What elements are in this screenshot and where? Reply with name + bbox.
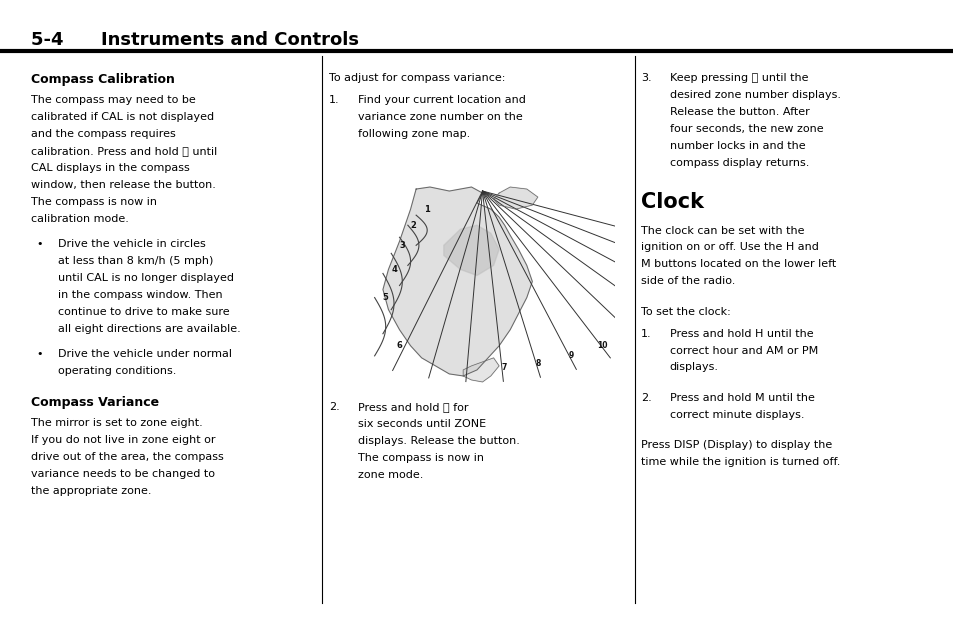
Text: If you do not live in zone eight or: If you do not live in zone eight or <box>31 435 215 445</box>
Text: continue to drive to make sure: continue to drive to make sure <box>58 307 230 316</box>
Text: Press and hold ⏻ for: Press and hold ⏻ for <box>357 402 468 412</box>
Text: Release the button. After: Release the button. After <box>669 107 808 117</box>
Text: six seconds until ZONE: six seconds until ZONE <box>357 419 485 429</box>
Text: The compass is now in: The compass is now in <box>31 197 157 207</box>
Text: drive out of the area, the compass: drive out of the area, the compass <box>31 452 224 462</box>
Text: desired zone number displays.: desired zone number displays. <box>669 90 840 100</box>
Text: and the compass requires: and the compass requires <box>31 129 176 139</box>
Text: side of the radio.: side of the radio. <box>640 276 735 286</box>
Text: 5-4      Instruments and Controls: 5-4 Instruments and Controls <box>31 31 359 48</box>
Text: Drive the vehicle in circles: Drive the vehicle in circles <box>58 239 206 249</box>
Text: M buttons located on the lower left: M buttons located on the lower left <box>640 259 836 269</box>
Text: time while the ignition is turned off.: time while the ignition is turned off. <box>640 457 840 467</box>
Text: The compass may need to be: The compass may need to be <box>31 95 196 105</box>
Text: following zone map.: following zone map. <box>357 129 470 139</box>
Text: correct minute displays.: correct minute displays. <box>669 410 803 420</box>
Text: Find your current location and: Find your current location and <box>357 95 525 105</box>
Text: calibration mode.: calibration mode. <box>31 214 130 224</box>
Text: operating conditions.: operating conditions. <box>58 366 176 376</box>
Text: The clock can be set with the: The clock can be set with the <box>640 225 803 235</box>
Text: window, then release the button.: window, then release the button. <box>31 180 216 190</box>
Text: Press DISP (Display) to display the: Press DISP (Display) to display the <box>640 440 831 450</box>
Text: CAL displays in the compass: CAL displays in the compass <box>31 163 190 173</box>
Text: correct hour and AM or PM: correct hour and AM or PM <box>669 346 817 355</box>
Text: variance needs to be changed to: variance needs to be changed to <box>31 469 215 479</box>
Text: 6: 6 <box>396 341 402 350</box>
Text: Drive the vehicle under normal: Drive the vehicle under normal <box>58 349 232 359</box>
Text: in the compass window. Then: in the compass window. Then <box>58 290 223 300</box>
Text: Press and hold M until the: Press and hold M until the <box>669 393 814 403</box>
Text: 3: 3 <box>399 241 405 250</box>
Text: Clock: Clock <box>640 191 703 212</box>
Text: until CAL is no longer displayed: until CAL is no longer displayed <box>58 273 233 283</box>
Text: 2.: 2. <box>329 402 339 412</box>
Text: displays.: displays. <box>669 362 718 373</box>
Text: 2.: 2. <box>640 393 651 403</box>
Text: Keep pressing ⏻ until the: Keep pressing ⏻ until the <box>669 73 807 84</box>
Text: at less than 8 km/h (5 mph): at less than 8 km/h (5 mph) <box>58 256 213 266</box>
Text: 7: 7 <box>500 363 506 372</box>
Text: calibrated if CAL is not displayed: calibrated if CAL is not displayed <box>31 112 214 122</box>
Text: 9: 9 <box>568 352 573 360</box>
Text: The mirror is set to zone eight.: The mirror is set to zone eight. <box>31 419 203 428</box>
Text: Press and hold H until the: Press and hold H until the <box>669 329 813 339</box>
Text: variance zone number on the: variance zone number on the <box>357 112 522 122</box>
Text: displays. Release the button.: displays. Release the button. <box>357 436 519 446</box>
Text: 1.: 1. <box>329 95 339 105</box>
Text: •: • <box>36 349 43 359</box>
Text: 10: 10 <box>596 341 606 350</box>
Text: 4: 4 <box>391 265 396 274</box>
Text: Compass Variance: Compass Variance <box>31 396 159 410</box>
Text: number locks in and the: number locks in and the <box>669 141 804 151</box>
Polygon shape <box>463 358 498 382</box>
Text: 2: 2 <box>410 221 416 230</box>
Text: The compass is now in: The compass is now in <box>357 453 483 463</box>
Text: 1.: 1. <box>640 329 651 339</box>
Polygon shape <box>382 187 532 376</box>
Text: 8: 8 <box>535 359 540 367</box>
Text: 5: 5 <box>382 293 388 302</box>
Text: Compass Calibration: Compass Calibration <box>31 73 175 86</box>
Polygon shape <box>493 187 537 209</box>
Text: •: • <box>36 239 43 249</box>
Text: four seconds, the new zone: four seconds, the new zone <box>669 124 822 134</box>
Text: all eight directions are available.: all eight directions are available. <box>58 323 241 334</box>
Text: 1: 1 <box>424 205 430 214</box>
Text: 3.: 3. <box>640 73 651 84</box>
Polygon shape <box>443 225 498 276</box>
Text: To set the clock:: To set the clock: <box>640 307 730 316</box>
Text: ignition on or off. Use the H and: ignition on or off. Use the H and <box>640 242 818 253</box>
Text: calibration. Press and hold ⏻ until: calibration. Press and hold ⏻ until <box>31 146 217 156</box>
Text: the appropriate zone.: the appropriate zone. <box>31 486 152 496</box>
Text: compass display returns.: compass display returns. <box>669 158 808 168</box>
Text: zone mode.: zone mode. <box>357 470 423 480</box>
Text: To adjust for compass variance:: To adjust for compass variance: <box>329 73 505 84</box>
